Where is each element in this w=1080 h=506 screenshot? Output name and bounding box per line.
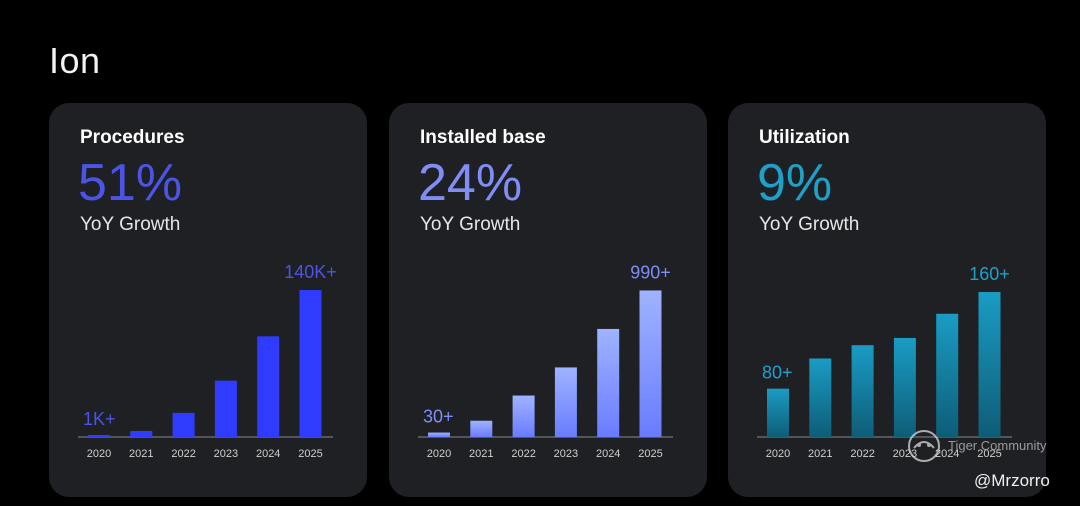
growth-percent: 24% — [418, 154, 523, 212]
bar-2025 — [639, 290, 662, 437]
bar-2021 — [809, 358, 832, 437]
x-tick-label: 2025 — [638, 448, 662, 460]
bar-2023 — [554, 367, 577, 437]
card-title: Utilization — [759, 127, 850, 148]
start-value-label: 30+ — [423, 407, 454, 427]
bar-2020 — [428, 432, 450, 437]
x-tick-label: 2022 — [850, 448, 874, 460]
author-credit: @Mrzorro — [974, 471, 1050, 490]
bar-2021 — [130, 430, 153, 437]
x-tick-label: 2024 — [256, 448, 280, 460]
bar-2024 — [257, 336, 280, 437]
bar-2020 — [88, 435, 110, 437]
bar-2023 — [893, 337, 916, 437]
x-tick-label: 2020 — [766, 448, 790, 460]
x-tick-label: 2025 — [298, 448, 322, 460]
bar-2020 — [767, 388, 789, 437]
x-tick-label: 2022 — [511, 448, 535, 460]
start-value-label: 80+ — [762, 363, 793, 383]
x-tick-label: 2020 — [87, 448, 111, 460]
card-title: Procedures — [80, 127, 185, 148]
page-title: Ion — [49, 40, 101, 81]
x-tick-label: 2021 — [808, 448, 832, 460]
end-value-label: 140K+ — [284, 262, 337, 282]
x-tick-label: 2022 — [171, 448, 195, 460]
bar-2022 — [851, 345, 874, 437]
x-tick-label: 2021 — [129, 448, 153, 460]
bar-2025 — [299, 290, 322, 437]
x-tick-label: 2024 — [935, 448, 959, 460]
x-tick-label: 2021 — [469, 448, 493, 460]
bar-2021 — [470, 420, 493, 437]
bar-2025 — [978, 292, 1001, 437]
x-tick-label: 2024 — [596, 448, 620, 460]
start-value-label: 1K+ — [83, 409, 116, 429]
watermark: Tiger Community — [904, 428, 1074, 464]
end-value-label: 990+ — [630, 262, 671, 282]
installed-base-card: Installed base 24% YoY Growth 2020 2021 20… — [389, 103, 707, 497]
x-tick-label: 2023 — [893, 448, 917, 460]
bar-2024 — [597, 328, 620, 437]
bar-2022 — [172, 412, 195, 437]
growth-percent: 51% — [78, 154, 183, 212]
procedures-chart: 2020 2021 2022 2023 2024 2025 1K+ 140K+ — [78, 262, 337, 460]
tiger-logo-icon — [908, 430, 940, 462]
x-tick-label: 2020 — [427, 448, 451, 460]
growth-label: YoY Growth — [420, 214, 521, 235]
bar-2022 — [512, 395, 535, 437]
growth-label: YoY Growth — [80, 214, 181, 235]
card-title: Installed base — [420, 127, 546, 148]
growth-label: YoY Growth — [759, 214, 860, 235]
procedures-card: Procedures 51% YoY Growth 2020 2021 2022 20… — [49, 103, 367, 497]
installed-base-chart: 2020 2021 2022 2023 2024 2025 30+ 990+ — [418, 262, 673, 460]
x-tick-label: 2023 — [214, 448, 238, 460]
bar-2023 — [214, 380, 237, 437]
x-tick-label: 2023 — [554, 448, 578, 460]
utilization-card: Utilization 9% YoY Growth 2020 2021 2022 20… — [728, 103, 1046, 497]
growth-percent: 9% — [757, 154, 833, 212]
x-tick-label: 2025 — [977, 448, 1001, 460]
watermark-text: Tiger Community — [948, 438, 1047, 453]
end-value-label: 160+ — [969, 264, 1010, 284]
utilization-chart: 2020 2021 2022 2023 2024 2025 80+ 160+ — [757, 264, 1012, 460]
bar-2024 — [936, 313, 959, 437]
